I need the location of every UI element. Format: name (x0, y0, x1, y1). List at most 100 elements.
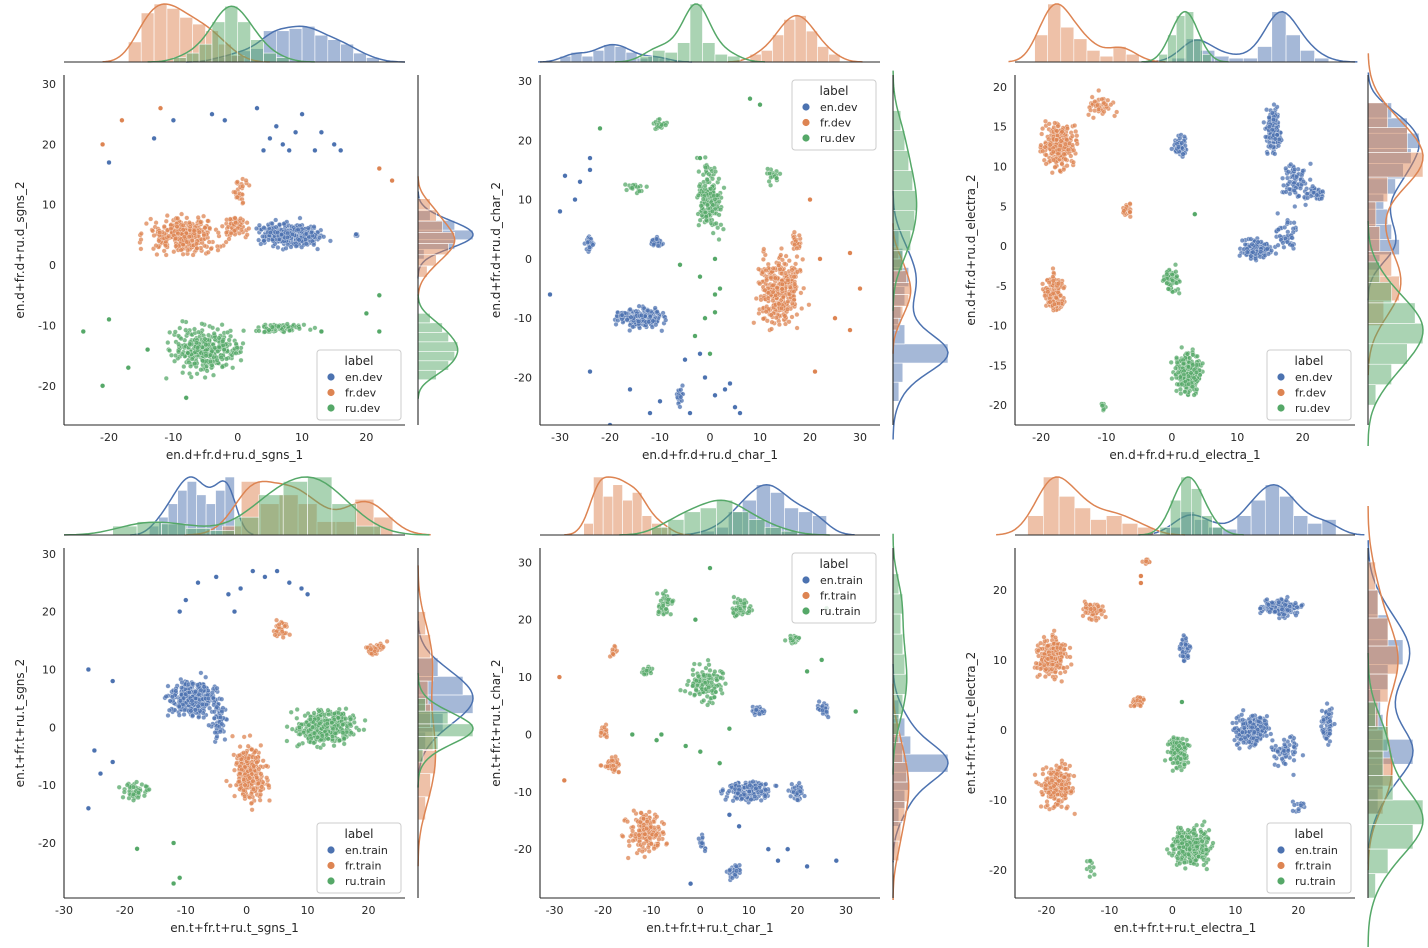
scatter-point (1272, 136, 1278, 142)
y-tick-label: -5 (996, 280, 1007, 293)
histogram-bar (198, 43, 213, 63)
scatter-point (280, 634, 286, 640)
scatter-point (303, 237, 309, 243)
scatter-point (207, 352, 213, 358)
x-tick-label: -30 (551, 431, 569, 444)
scatter-point (792, 242, 798, 248)
scatter-point (707, 351, 713, 357)
scatter-point (180, 251, 186, 257)
scatter-point (1050, 290, 1056, 296)
scatter-point (696, 222, 702, 228)
scatter-point (783, 270, 788, 276)
scatter-point (1173, 365, 1179, 371)
scatter-point (1252, 256, 1258, 262)
scatter-point (1049, 170, 1055, 176)
scatter-point (203, 353, 209, 359)
legend-title: label (344, 354, 373, 368)
scatter-point (649, 324, 655, 330)
scatter-point (1053, 137, 1059, 143)
histogram-bar (166, 8, 181, 63)
subplot-1: -20 -10 0 10 20-20-100102030en.d+fr.d+ru.d_s… (13, 3, 474, 462)
scatter-point (1059, 161, 1065, 167)
scatter-point (219, 708, 225, 714)
histogram-bar (1073, 38, 1088, 63)
scatter-point (246, 226, 252, 231)
scatter-point (1175, 369, 1181, 375)
scatter-point (772, 275, 778, 281)
scatter-point (315, 246, 321, 252)
scatter-point (153, 243, 159, 249)
scatter-point (312, 325, 318, 331)
scatter-point (181, 364, 187, 370)
x-tick-label: -20 (601, 431, 619, 444)
scatter-point (172, 358, 178, 364)
scatter-point (1272, 151, 1278, 157)
scatter-point (237, 752, 243, 758)
scatter-point (256, 237, 262, 243)
scatter-point (757, 281, 763, 287)
scatter-point (341, 741, 347, 747)
scatter-point (1269, 127, 1275, 133)
scatter-point (696, 169, 702, 175)
histogram-bar (185, 52, 200, 63)
scatter-point (177, 698, 183, 704)
y-tick-label: -10 (38, 319, 56, 332)
scatter-point (779, 281, 785, 287)
scatter-point (773, 315, 779, 321)
scatter-point (273, 217, 279, 223)
scatter-point (696, 183, 702, 189)
scatter-point (721, 185, 727, 191)
scatter-point (321, 234, 327, 240)
scatter-point (213, 574, 219, 580)
scatter-point (1190, 362, 1196, 368)
scatter-point (234, 194, 240, 200)
y-tick-label: 30 (42, 78, 56, 91)
scatter-point (627, 386, 633, 393)
scatter-point (181, 712, 187, 717)
scatter-point (698, 203, 704, 209)
scatter-point (682, 357, 688, 363)
kde-curve (727, 14, 863, 63)
scatter-point (211, 715, 217, 721)
scatter-point (1264, 107, 1270, 113)
scatter-point (163, 243, 169, 249)
scatter-point (1165, 286, 1171, 292)
histogram-bar (614, 46, 627, 63)
scatter-point (256, 766, 262, 772)
scatter-point (241, 328, 247, 334)
scatter-point (317, 235, 323, 241)
scatter-point (619, 312, 625, 318)
scatter-point (751, 320, 757, 326)
scatter-point (1040, 126, 1046, 132)
scatter-point (1261, 119, 1267, 125)
scatter-point (1176, 144, 1181, 150)
scatter-point (201, 684, 207, 690)
scatter-point (221, 347, 227, 353)
scatter-point (774, 175, 779, 181)
scatter-point (1099, 403, 1105, 409)
top-marginal (64, 3, 406, 63)
scatter-point (678, 387, 684, 393)
scatter-point (189, 237, 195, 243)
scatter-point (240, 340, 246, 346)
scatter-point (1269, 110, 1275, 116)
scatter-point (225, 329, 231, 335)
kde-curve (614, 3, 766, 63)
scatter-point (1052, 164, 1058, 170)
scatter-point (106, 316, 112, 323)
scatter-point (380, 644, 386, 650)
scatter-point (1064, 126, 1070, 132)
scatter-point (607, 422, 613, 425)
subplot-4: -30 -20 -10 0 10 20-20-100102030en.t+fr.t+ru.… (13, 476, 474, 935)
scatter-point (712, 256, 718, 262)
x-tick-label: 30 (853, 431, 867, 444)
scatter-point (702, 210, 708, 215)
histogram-bar (677, 42, 691, 63)
scatter-point (151, 135, 157, 142)
scatter-point (627, 328, 633, 333)
scatter-point (697, 155, 703, 161)
scatter-point (184, 239, 190, 245)
scatter-point (1050, 266, 1056, 271)
scatter-point (238, 227, 244, 233)
scatter-point (266, 783, 272, 789)
